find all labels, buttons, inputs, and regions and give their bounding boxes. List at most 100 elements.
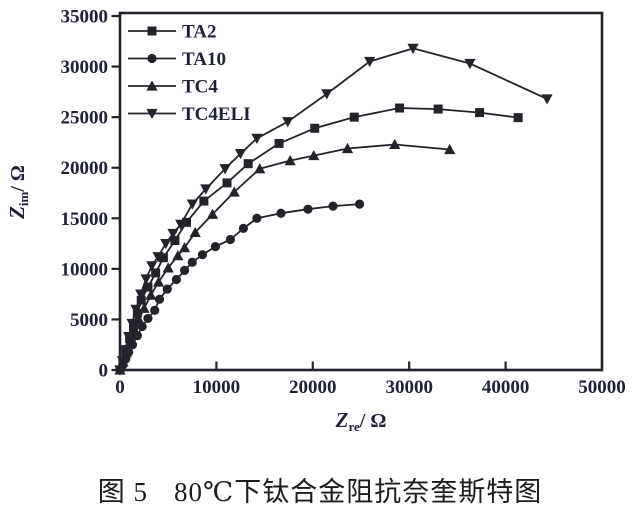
series-marker-TC4ELI xyxy=(219,164,231,175)
series-marker-TC4ELI xyxy=(200,184,212,195)
series-marker-TA10 xyxy=(225,234,235,245)
series-marker-TA2 xyxy=(128,322,138,332)
series-marker-TC4 xyxy=(189,226,201,238)
legend-label-TC4ELI: TC4ELI xyxy=(182,104,251,125)
legend-marker-TA2 xyxy=(147,26,157,36)
series-line-TC4 xyxy=(119,143,450,371)
y-tick-label: 15000 xyxy=(61,209,109,230)
series-marker-TA2 xyxy=(243,159,253,169)
series-marker-TA2 xyxy=(136,295,146,305)
series-marker-TA2 xyxy=(475,108,485,118)
series-marker-TC4 xyxy=(178,242,191,253)
figure-caption: 图 5 80℃下钛合金阻抗奈奎斯特图 xyxy=(0,470,640,509)
legend-marker-TA10 xyxy=(147,53,157,64)
series-marker-TA10 xyxy=(162,284,172,294)
caption-text: 80℃下钛合金阻抗奈奎斯特图 xyxy=(174,477,543,507)
legend-label-TA2: TA2 xyxy=(182,22,216,43)
series-marker-TA2 xyxy=(132,308,142,318)
series-marker-TC4 xyxy=(228,186,240,197)
series-marker-TC4ELI xyxy=(464,58,476,70)
series-marker-TA10 xyxy=(137,321,147,332)
series-marker-TC4ELI xyxy=(130,304,142,315)
series-marker-TC4 xyxy=(172,250,184,261)
series-marker-TA10 xyxy=(303,204,313,214)
plot-frame xyxy=(118,11,604,372)
series-marker-TA10 xyxy=(150,305,160,315)
series-marker-TA10 xyxy=(154,294,165,304)
y-tick-label: 5000 xyxy=(70,310,108,331)
series-marker-TA2 xyxy=(170,236,180,246)
series-marker-TC4 xyxy=(444,143,456,155)
series-marker-TC4ELI xyxy=(135,289,147,300)
series-marker-TC4 xyxy=(308,149,320,161)
legend-label-TA10: TA10 xyxy=(182,49,226,70)
x-tick-label: 50000 xyxy=(578,377,626,398)
series-marker-TC4ELI xyxy=(282,117,294,128)
x-tick-label: 10000 xyxy=(193,377,241,398)
series-marker-TC4ELI xyxy=(407,43,419,54)
series-marker-TA2 xyxy=(513,113,523,123)
series-marker-TC4 xyxy=(162,262,174,273)
series-marker-TA2 xyxy=(143,282,153,292)
series-marker-TC4ELI xyxy=(152,252,164,263)
x-tick-label: 40000 xyxy=(482,377,530,398)
y-tick-label: 10000 xyxy=(61,259,109,280)
series-marker-TC4ELI xyxy=(146,261,158,272)
series-marker-TA2 xyxy=(158,253,168,263)
series-line-TA2 xyxy=(119,107,519,371)
x-axis-title: Zre/ Ω xyxy=(335,408,387,434)
series-marker-TC4ELI xyxy=(116,356,129,367)
series-marker-TC4 xyxy=(145,289,157,300)
series-marker-TC4 xyxy=(206,208,219,219)
series-marker-TA2 xyxy=(349,112,359,122)
series-marker-TA2 xyxy=(310,123,320,133)
series-marker-TC4ELI xyxy=(114,365,126,376)
series-marker-TA2 xyxy=(433,104,443,114)
series-marker-TA10 xyxy=(171,274,181,285)
legend-marker-TC4ELI xyxy=(146,108,158,120)
series-marker-TC4 xyxy=(341,142,354,154)
series-marker-TC4ELI xyxy=(160,238,172,250)
series-marker-TA10 xyxy=(187,257,197,267)
y-tick-label: 20000 xyxy=(61,158,109,179)
series-marker-TA10 xyxy=(143,313,153,324)
series-marker-TC4 xyxy=(284,155,296,166)
y-axis-title: Zim/ Ω xyxy=(5,165,31,220)
y-tick-label: 30000 xyxy=(61,57,109,78)
series-marker-TA2 xyxy=(182,217,192,227)
series-marker-TC4ELI xyxy=(126,318,138,330)
legend-marker-TC4 xyxy=(146,80,158,91)
y-tick-label: 25000 xyxy=(61,108,109,129)
series-marker-TA10 xyxy=(179,265,190,275)
series-marker-TC4 xyxy=(254,163,266,174)
series-marker-TA10 xyxy=(252,213,262,223)
series-marker-TA2 xyxy=(151,268,161,278)
series-marker-TC4 xyxy=(152,276,165,287)
series-marker-TC4ELI xyxy=(123,332,135,343)
series-marker-TC4ELI xyxy=(167,228,179,240)
series-marker-TC4ELI xyxy=(140,274,152,285)
x-tick-label: 20000 xyxy=(289,377,337,398)
legend-label-TC4: TC4 xyxy=(182,77,218,98)
series-marker-TA10 xyxy=(238,223,248,233)
nyquist-chart: 0 5000 10000 15000 20000 25000 30000 35000 0 1000… xyxy=(5,7,626,435)
y-tick-label: 0 xyxy=(99,361,109,382)
series-marker-TC4ELI xyxy=(364,56,376,68)
series-marker-TA2 xyxy=(274,138,284,148)
series-marker-TC4ELI xyxy=(175,219,187,230)
series-marker-TC4 xyxy=(389,138,401,150)
series-marker-TC4ELI xyxy=(251,133,263,144)
series-marker-TA10 xyxy=(354,199,365,209)
series-marker-TC4ELI xyxy=(541,94,553,105)
caption-label: 图 5 xyxy=(97,477,149,507)
y-tick-label: 35000 xyxy=(61,7,109,28)
series-marker-TA10 xyxy=(210,242,221,252)
series-marker-TA2 xyxy=(395,103,405,113)
series-marker-TC4ELI xyxy=(186,199,198,210)
series-marker-TC4ELI xyxy=(321,89,333,100)
series-marker-TA2 xyxy=(199,196,209,206)
series-marker-TA10 xyxy=(197,250,208,260)
series-marker-TC4ELI xyxy=(234,148,247,160)
series-marker-TC4 xyxy=(138,302,150,313)
